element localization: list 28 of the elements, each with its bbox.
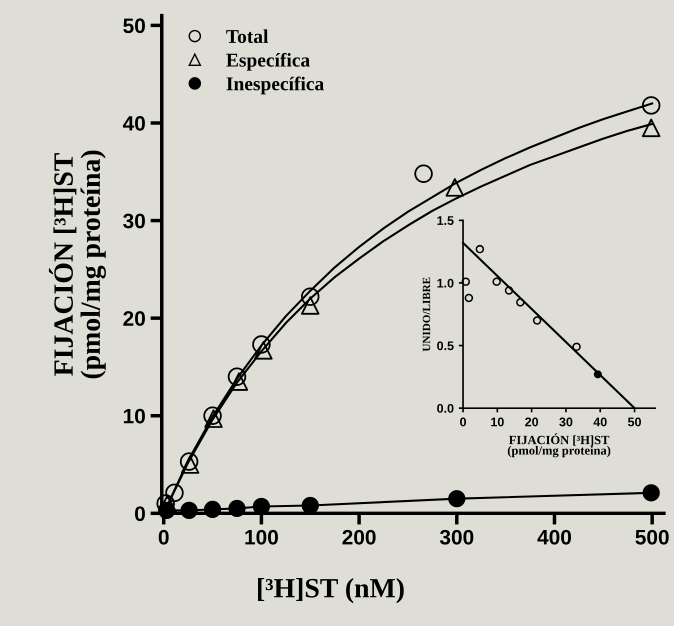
legend-label: Total xyxy=(226,29,268,44)
x-tick-label: 0 xyxy=(158,530,169,545)
x-tick-label: 30 xyxy=(559,418,572,426)
y-tick-label: 20 xyxy=(123,311,145,326)
x-tick-label: 10 xyxy=(491,418,504,426)
y-tick-label: 0 xyxy=(135,506,145,522)
x-axis-title: FIJACIÓN [³H]ST (pmol/mg proteina) xyxy=(508,433,610,458)
x-tick-label: 100 xyxy=(245,530,278,545)
x-tick-label: 40 xyxy=(593,418,607,426)
x-tick-label: 200 xyxy=(342,530,376,545)
y-tick-label: 1.5 xyxy=(437,216,454,226)
x-tick-label: 20 xyxy=(525,418,538,426)
y-axis-title: FIJACIÓN [³H]ST (pmol/mg proteína) xyxy=(48,150,106,378)
legend-label: Inespecífica xyxy=(226,76,324,94)
y-tick-label: 50 xyxy=(123,18,145,34)
y-tick-label: 40 xyxy=(122,116,145,131)
x-tick-label: 500 xyxy=(635,530,669,545)
y-tick-label: 1.0 xyxy=(437,278,454,288)
y-axis-title: UNIDO/LIBRE xyxy=(422,277,430,352)
x-tick-label: 0 xyxy=(460,418,466,426)
y-tick-label: 0.5 xyxy=(437,341,454,350)
legend-label: Específica xyxy=(226,52,310,71)
y-tick-label: 0.0 xyxy=(437,404,454,413)
x-tick-label: 300 xyxy=(440,530,474,545)
x-tick-label: 400 xyxy=(537,530,572,545)
y-tick-label: 30 xyxy=(123,214,145,228)
x-axis-title: [³H]ST (nM) xyxy=(258,578,404,604)
x-tick-label: 50 xyxy=(628,418,641,426)
